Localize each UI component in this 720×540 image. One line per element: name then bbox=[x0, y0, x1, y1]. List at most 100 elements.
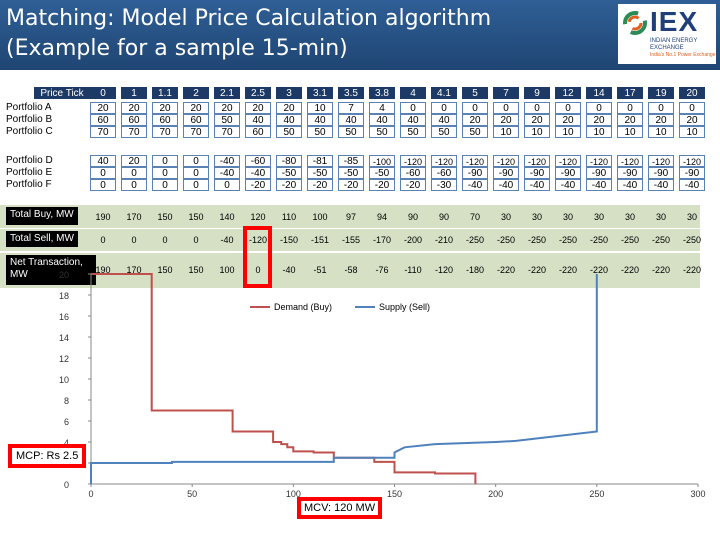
portfolio-value-cell: -30 bbox=[431, 179, 457, 191]
portfolio-value-cell: 60 bbox=[121, 114, 147, 126]
portfolio-value-cell: -40 bbox=[462, 179, 488, 191]
portfolio-value-cell: 70 bbox=[152, 126, 178, 138]
portfolio-value-cell: 60 bbox=[183, 114, 209, 126]
portfolio-value-cell: 0 bbox=[648, 102, 674, 114]
portfolio-value-cell: -40 bbox=[214, 167, 240, 179]
iex-logo: IEX INDIAN ENERGY EXCHANGE India's No.1 … bbox=[618, 4, 716, 64]
logo-tagline: India's No.1 Power Exchange bbox=[650, 52, 716, 58]
net-transaction-value: -40 bbox=[282, 265, 296, 275]
total-sell-value: -155 bbox=[341, 235, 360, 245]
total-buy-value: 110 bbox=[281, 212, 297, 222]
portfolio-value-cell: 0 bbox=[183, 179, 209, 191]
total-buy-band bbox=[0, 205, 700, 228]
portfolio-value-cell: 40 bbox=[307, 114, 333, 126]
portfolio-value-cell: -120 bbox=[524, 155, 550, 167]
price-tick-cell: 17 bbox=[617, 87, 643, 99]
portfolio-value-cell: -40 bbox=[679, 179, 705, 191]
price-tick-cell: 3.8 bbox=[369, 87, 395, 99]
total-sell-value: -250 bbox=[589, 235, 608, 245]
portfolio-value-cell: 10 bbox=[679, 126, 705, 138]
y-tick-label: 14 bbox=[59, 333, 69, 343]
portfolio-value-cell: 7 bbox=[338, 102, 364, 114]
price-volume-chart: 02468101214161820050100150200250300Deman… bbox=[59, 270, 706, 499]
portfolio-value-cell: 10 bbox=[493, 126, 519, 138]
total-buy-value: 30 bbox=[655, 212, 666, 222]
price-tick-cell: 2.5 bbox=[245, 87, 271, 99]
portfolio-value-cell: 0 bbox=[679, 102, 705, 114]
total-sell-value: -120 bbox=[248, 235, 267, 245]
x-tick-label: 150 bbox=[387, 489, 402, 499]
portfolio-value-cell: 50 bbox=[431, 126, 457, 138]
portfolio-value-cell: 10 bbox=[586, 126, 612, 138]
x-tick-label: 200 bbox=[488, 489, 503, 499]
portfolio-value-cell: 20 bbox=[555, 114, 581, 126]
portfolio-value-cell: 0 bbox=[183, 167, 209, 179]
price-tick-cell: 5 bbox=[462, 87, 488, 99]
net-transaction-value: -220 bbox=[682, 265, 701, 275]
portfolio-value-cell: 0 bbox=[183, 155, 209, 167]
portfolio-value-cell: -40 bbox=[648, 179, 674, 191]
portfolio-value-cell: -90 bbox=[617, 167, 643, 179]
portfolio-label: Portfolio F bbox=[6, 179, 52, 190]
net-transaction-value: -220 bbox=[527, 265, 546, 275]
portfolio-value-cell: 0 bbox=[152, 167, 178, 179]
portfolio-value-cell: 20 bbox=[121, 102, 147, 114]
portfolio-value-cell: 20 bbox=[586, 114, 612, 126]
portfolio-value-cell: 50 bbox=[462, 126, 488, 138]
net-transaction-value: -110 bbox=[404, 265, 422, 275]
portfolio-value-cell: 20 bbox=[183, 102, 209, 114]
portfolio-value-cell: 20 bbox=[152, 102, 178, 114]
y-tick-label: 12 bbox=[59, 354, 69, 364]
net-transaction-value: -120 bbox=[434, 265, 453, 275]
x-tick-label: 50 bbox=[187, 489, 197, 499]
portfolio-value-cell: 0 bbox=[90, 167, 116, 179]
price-tick-cell: 3 bbox=[276, 87, 302, 99]
portfolio-value-cell: -90 bbox=[648, 167, 674, 179]
portfolio-value-cell: -40 bbox=[555, 179, 581, 191]
portfolio-label: Portfolio D bbox=[6, 155, 53, 166]
portfolio-value-cell: 0 bbox=[90, 179, 116, 191]
portfolio-value-cell: -60 bbox=[400, 167, 426, 179]
price-tick-cell: 9 bbox=[524, 87, 550, 99]
portfolio-value-cell: -20 bbox=[307, 179, 333, 191]
portfolio-value-cell: 10 bbox=[617, 126, 643, 138]
portfolio-value-cell: 0 bbox=[524, 102, 550, 114]
portfolio-value-cell: -120 bbox=[648, 155, 674, 167]
portfolio-value-cell: -120 bbox=[431, 155, 457, 167]
portfolio-value-cell: -81 bbox=[307, 155, 333, 167]
mcp-column-highlight bbox=[243, 226, 272, 288]
portfolio-label: Portfolio C bbox=[6, 126, 53, 137]
total-sell-value: -170 bbox=[372, 235, 391, 245]
portfolio-value-cell: -40 bbox=[214, 155, 240, 167]
y-tick-label: 18 bbox=[59, 291, 69, 301]
total-buy-value: 30 bbox=[624, 212, 635, 222]
portfolio-value-cell: -120 bbox=[586, 155, 612, 167]
y-tick-label: 6 bbox=[64, 417, 69, 427]
total-buy-value: 70 bbox=[469, 212, 480, 222]
portfolio-value-cell: 0 bbox=[121, 179, 147, 191]
portfolio-value-cell: 0 bbox=[462, 102, 488, 114]
y-tick-label: 20 bbox=[59, 270, 69, 280]
portfolio-value-cell: -20 bbox=[245, 179, 271, 191]
portfolio-value-cell: 70 bbox=[183, 126, 209, 138]
total-sell-value: 0 bbox=[193, 235, 199, 245]
portfolio-value-cell: 0 bbox=[121, 167, 147, 179]
net-transaction-value: -220 bbox=[496, 265, 515, 275]
mcv-label: MCV: 120 MW bbox=[297, 497, 383, 519]
total-sell-value: -250 bbox=[527, 235, 546, 245]
total-sell-value: -250 bbox=[682, 235, 701, 245]
portfolio-value-cell: 60 bbox=[245, 126, 271, 138]
portfolio-value-cell: 20 bbox=[617, 114, 643, 126]
portfolio-value-cell: -50 bbox=[369, 167, 395, 179]
portfolio-value-cell: 40 bbox=[338, 114, 364, 126]
portfolio-value-cell: 0 bbox=[431, 102, 457, 114]
portfolio-value-cell: -20 bbox=[338, 179, 364, 191]
portfolio-value-cell: -100 bbox=[369, 155, 395, 167]
slide-title-line-2: (Example for a sample 15-min) bbox=[6, 36, 348, 61]
portfolio-value-cell: 10 bbox=[524, 126, 550, 138]
portfolio-value-cell: -20 bbox=[276, 179, 302, 191]
portfolio-value-cell: 20 bbox=[121, 155, 147, 167]
total-buy-value: 30 bbox=[531, 212, 542, 222]
price-tick-cell: 2.1 bbox=[214, 87, 240, 99]
portfolio-value-cell: 70 bbox=[90, 126, 116, 138]
